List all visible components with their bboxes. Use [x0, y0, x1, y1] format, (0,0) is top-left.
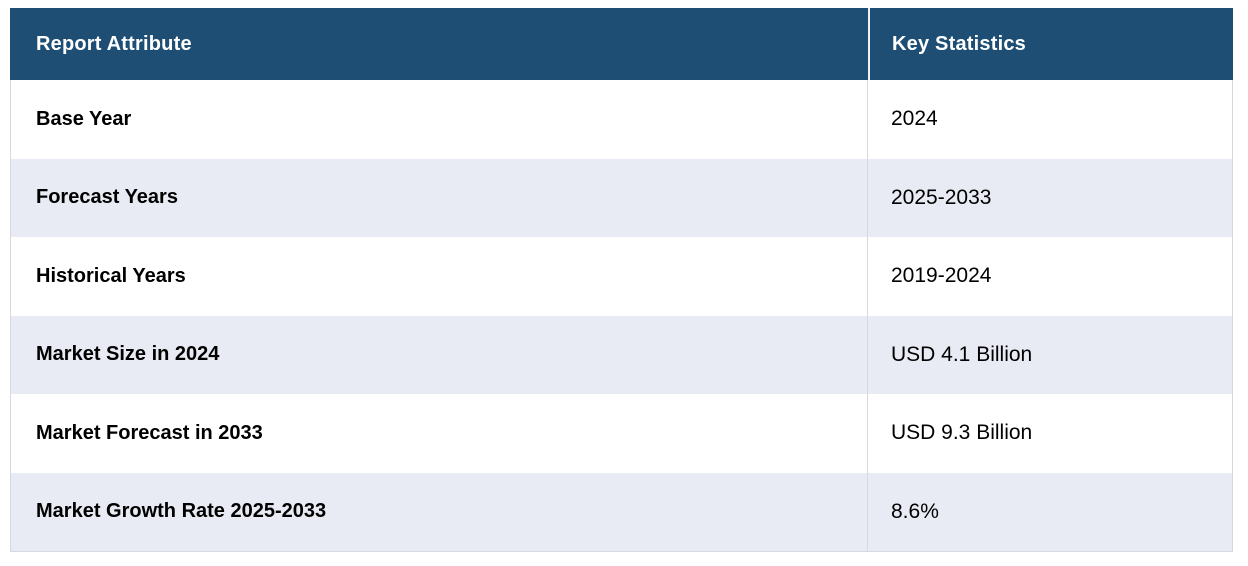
- report-statistics-table: Report Attribute Key Statistics Base Yea…: [10, 8, 1233, 552]
- attribute-cell: Base Year: [11, 80, 868, 159]
- attribute-cell: Market Forecast in 2033: [11, 394, 868, 473]
- attribute-cell: Market Size in 2024: [11, 315, 868, 394]
- table-row-market-size: Market Size in 2024 USD 4.1 Billion: [11, 315, 1232, 394]
- value-cell: 2024: [891, 107, 938, 131]
- header-cell-key-statistics: Key Statistics: [868, 8, 1233, 80]
- attribute-cell: Forecast Years: [11, 158, 868, 237]
- table-body: Base Year 2024 Forecast Years 2025-2033 …: [10, 80, 1233, 552]
- table-row-market-forecast: Market Forecast in 2033 USD 9.3 Billion: [11, 394, 1232, 473]
- attribute-cell: Market Growth Rate 2025-2033: [11, 472, 868, 551]
- table-row-historical-years: Historical Years 2019-2024: [11, 237, 1232, 316]
- table-row-growth-rate: Market Growth Rate 2025-2033 8.6%: [11, 472, 1232, 551]
- value-cell: USD 9.3 Billion: [891, 421, 1033, 445]
- table-header-row: Report Attribute Key Statistics: [10, 8, 1233, 80]
- value-cell: 2025-2033: [891, 185, 992, 209]
- table-row-base-year: Base Year 2024: [11, 80, 1232, 159]
- value-cell: 8.6%: [891, 499, 939, 523]
- attribute-cell: Historical Years: [11, 237, 868, 316]
- header-cell-report-attribute: Report Attribute: [36, 32, 192, 55]
- table-row-forecast-years: Forecast Years 2025-2033: [11, 158, 1232, 237]
- value-cell: 2019-2024: [891, 264, 992, 288]
- value-cell: USD 4.1 Billion: [891, 342, 1033, 366]
